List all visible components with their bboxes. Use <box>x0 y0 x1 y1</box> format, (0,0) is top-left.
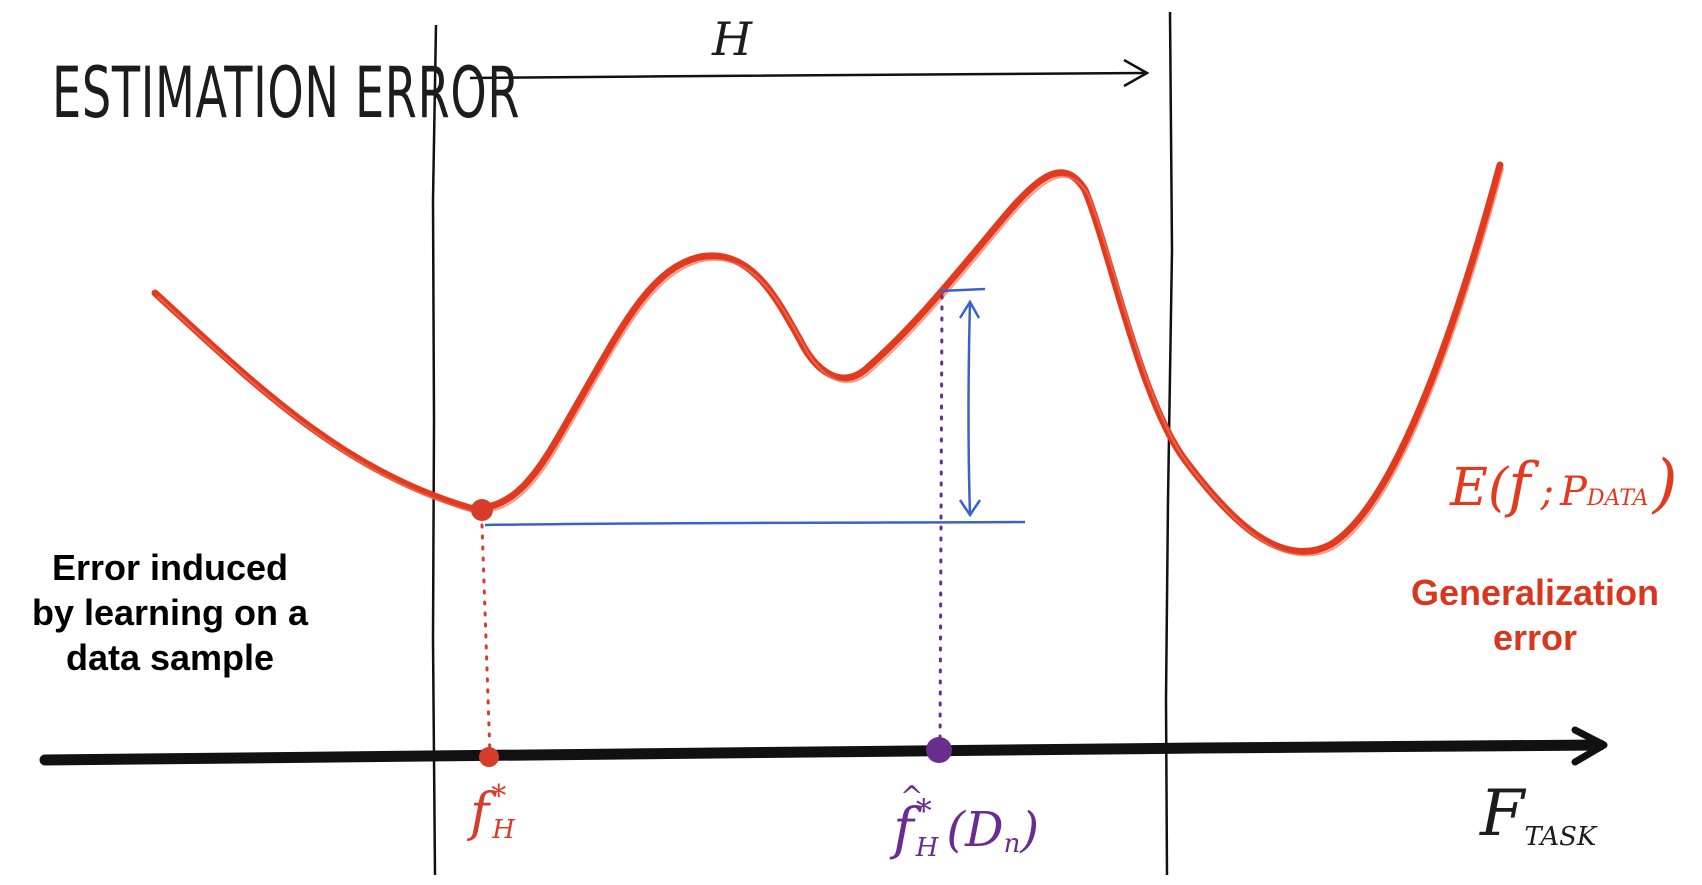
generalization-error-curve <box>151 161 1504 556</box>
hypothesis-arrow-head <box>1123 58 1150 88</box>
hypothesis-right-boundary <box>1164 11 1174 876</box>
estimated-hypothesis-axis-point <box>926 737 952 763</box>
estimation-error-note: Error induced by learning on a data samp… <box>0 545 340 680</box>
curve-label: E(f; PDATA) <box>1449 447 1678 521</box>
task-space-axis-head <box>1571 726 1608 766</box>
optimal-error-level-line <box>484 520 1026 527</box>
hypothesis-space-label: H <box>711 12 753 66</box>
generalization-error-curve-texture <box>157 168 1504 557</box>
estimate-point-drop-line <box>938 294 944 752</box>
hypothesis-left-boundary <box>431 24 438 876</box>
task-space-label: FTASK <box>1479 777 1598 852</box>
best-point-drop-line <box>480 523 492 757</box>
best-hypothesis-curve-point <box>471 499 493 521</box>
estimation-error-gap-arrow <box>967 301 972 516</box>
estimation-error-note-line: by learning on a <box>31 592 309 633</box>
generalization-error-note: Generalization error <box>1375 570 1695 660</box>
estimation-error-gap-arrowhead-top <box>958 299 981 319</box>
estimation-error-note-line: data sample <box>65 637 275 678</box>
best-hypothesis-axis-point <box>479 747 499 767</box>
hypothesis-arrow <box>469 71 1146 80</box>
task-space-axis <box>39 739 1606 766</box>
best-hypothesis-label: f* H <box>466 779 516 845</box>
estimate-error-level-line <box>939 287 986 293</box>
estimation-error-note-line: Error induced <box>51 547 289 588</box>
estimated-hypothesis-hat: ^ <box>900 780 923 813</box>
estimated-hypothesis-label: f* H (Dn) <box>889 792 1039 863</box>
generalization-error-note-line: Generalization <box>1410 572 1660 613</box>
page-title: ESTIMATION ERROR <box>52 52 521 134</box>
estimation-error-gap-arrowhead-bottom <box>958 499 982 518</box>
generalization-error-note-line: error <box>1492 617 1578 658</box>
